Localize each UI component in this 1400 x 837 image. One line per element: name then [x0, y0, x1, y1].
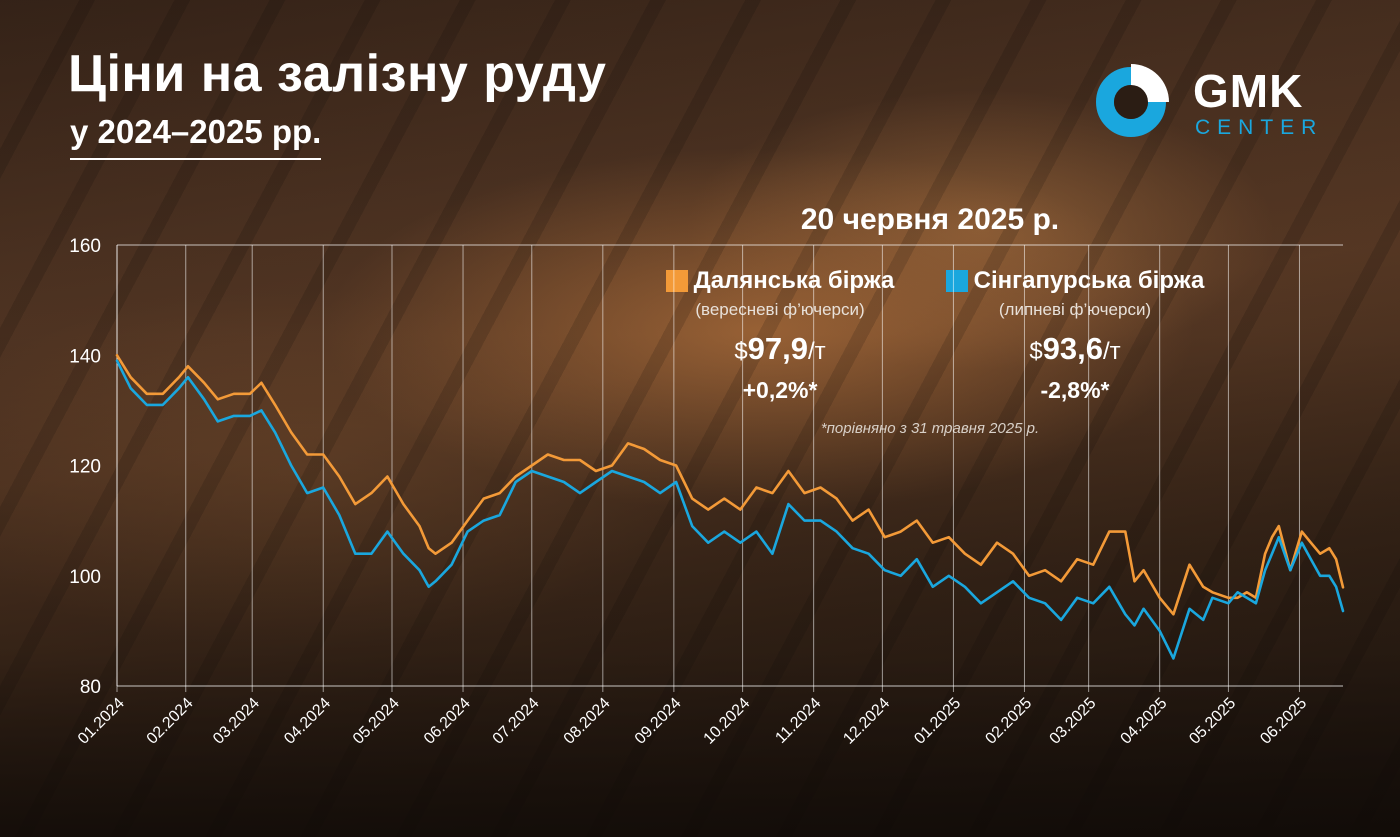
- legend-singapore-currency: $: [1029, 338, 1043, 365]
- x-tick-label-13: 02.2025: [982, 695, 1035, 748]
- legend-dalian-price-value: 97,9: [747, 331, 809, 366]
- legend-dalian-change: +0,2%*: [742, 377, 818, 403]
- legend-dalian: Далянська біржа (вересневі ф’ючерси) $97…: [630, 266, 930, 404]
- legend-dalian-currency: $: [734, 338, 748, 365]
- x-tick-label-10: 11.2024: [772, 695, 824, 747]
- y-tick-label-0: 80: [80, 677, 101, 698]
- legend-singapore-price-value: 93,6: [1042, 331, 1104, 366]
- x-tick-label-1: 02.2024: [144, 695, 197, 748]
- logo-wordmark: GMK: [1193, 65, 1304, 117]
- x-tick-label-11: 12.2024: [840, 695, 893, 748]
- legend-singapore-unit: /т: [1103, 338, 1121, 365]
- page-subtitle: у 2024–2025 рр.: [70, 110, 322, 160]
- x-tick-label-14: 03.2025: [1047, 695, 1100, 748]
- gmk-logo-icon: [1096, 64, 1169, 137]
- x-tick-label-6: 07.2024: [490, 695, 543, 748]
- series-line-dalian: [115, 354, 1345, 616]
- x-tick-label-12: 01.2025: [911, 695, 964, 748]
- snapshot-date: 20 червня 2025 р.: [800, 203, 1060, 236]
- series-line-singapore: [115, 359, 1345, 660]
- x-tick-label-0: 01.2024: [75, 695, 128, 748]
- x-tick-label-5: 06.2024: [421, 695, 474, 748]
- legend-dalian-header: Далянська біржа: [665, 266, 895, 296]
- y-tick-label-4: 160: [69, 236, 101, 257]
- footnote: *порівняно з 31 травня 2025 р.: [820, 420, 1040, 437]
- legend-dalian-name: Далянська біржа: [693, 267, 895, 294]
- legend-singapore-price: $93,6/т: [925, 333, 1225, 368]
- y-tick-label-3: 140: [69, 346, 101, 367]
- legend-dalian-contract: (вересневі ф’ючерси): [695, 300, 865, 319]
- y-tick-label-1: 100: [69, 567, 101, 588]
- x-tick-label-8: 09.2024: [632, 695, 685, 748]
- legend-dalian-swatch: [665, 270, 688, 292]
- gmk-logo: GMK CENTER: [1093, 62, 1343, 144]
- y-tick-label-2: 120: [69, 457, 101, 478]
- logo-subtext: CENTER: [1195, 116, 1324, 139]
- x-tick-label-7: 08.2024: [561, 695, 614, 748]
- x-tick-label-4: 05.2024: [350, 695, 403, 748]
- legend-dalian-unit: /т: [808, 338, 826, 365]
- page-title: Ціни на залізну руду: [68, 45, 607, 103]
- x-tick-label-3: 04.2024: [281, 695, 334, 748]
- x-tick-label-16: 05.2025: [1186, 695, 1239, 748]
- x-tick-label-15: 04.2025: [1118, 695, 1171, 748]
- x-tick-label-9: 10.2024: [701, 695, 754, 748]
- legend-dalian-price: $97,9/т: [630, 333, 930, 368]
- x-tick-label-17: 06.2025: [1257, 695, 1310, 748]
- x-tick-label-2: 03.2024: [210, 695, 263, 748]
- legend-singapore-change: -2,8%*: [1040, 377, 1110, 403]
- legend-singapore-contract: (липневі ф’ючерси): [998, 300, 1152, 319]
- legend-singapore-swatch: [945, 270, 968, 292]
